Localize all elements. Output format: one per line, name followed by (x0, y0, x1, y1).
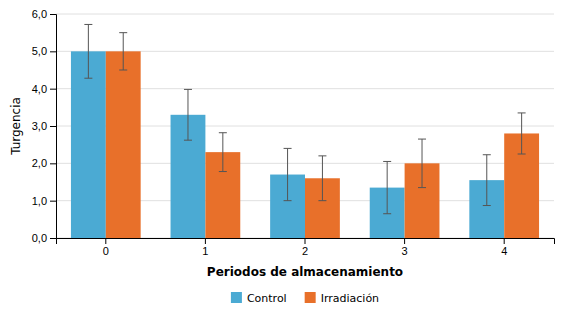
chart: 0 1 2 3 4 0,0 1,0 2,0 3,0 4,0 5,0 6,0 Turgencia Perio… (0, 0, 570, 310)
tick-mark (50, 51, 56, 52)
error-bar (284, 148, 292, 200)
legend-label: Irradiación (321, 292, 379, 305)
tick-label: 0 (103, 245, 109, 257)
tick: 6,0 (32, 8, 56, 20)
tick-label: 1,0 (32, 195, 47, 207)
tick: 3,0 (32, 120, 56, 132)
tick: 4,0 (32, 83, 56, 95)
tick-label: 1 (202, 245, 208, 257)
error-bar (219, 133, 227, 172)
legend-swatch (305, 292, 316, 303)
error-bar (184, 89, 192, 140)
tick-mark (50, 89, 56, 90)
tick-mark (105, 238, 106, 244)
tick-mark (50, 201, 56, 202)
tick: 1,0 (32, 195, 56, 207)
legend-item: Control (231, 292, 287, 305)
series (71, 24, 504, 238)
marks (71, 24, 539, 238)
axis-line (57, 239, 555, 245)
error-bar (383, 161, 391, 213)
error-bar (318, 156, 326, 201)
error-bar (483, 155, 491, 206)
y-axis: 0,0 1,0 2,0 3,0 4,0 5,0 6,0 (32, 8, 57, 244)
error-bar (119, 33, 127, 70)
tick-mark (504, 238, 505, 244)
tick: 2 (302, 238, 308, 257)
x-axis: 0 1 2 3 4 (57, 238, 555, 257)
error-bar (518, 113, 526, 154)
tick-mark (50, 238, 56, 239)
tick-label: 3 (402, 245, 408, 257)
plot: 0 1 2 3 4 0,0 1,0 2,0 3,0 4,0 5,0 6,0 (32, 8, 555, 257)
tick-mark (404, 238, 405, 244)
legend-swatch (231, 292, 242, 303)
tick: 0 (103, 238, 109, 257)
x-axis-title: Periodos de almacenamiento (207, 265, 403, 279)
tick-mark (50, 126, 56, 127)
bar (106, 51, 141, 238)
tick-label: 2,0 (32, 157, 47, 169)
error-bar (418, 139, 426, 188)
legend: Control Irradiación (231, 292, 379, 305)
legend-label: Control (247, 292, 287, 305)
tick-mark (50, 163, 56, 164)
tick: 3 (402, 238, 408, 257)
tick-label: 6,0 (32, 8, 47, 20)
tick-label: 4 (501, 245, 507, 257)
y-axis-title: Turgencia (9, 97, 23, 156)
grid (56, 14, 554, 238)
tick-label: 5,0 (32, 45, 47, 57)
tick-label: 3,0 (32, 120, 47, 132)
error-bar (84, 24, 92, 78)
tick-mark (50, 14, 56, 15)
tick: 1 (202, 238, 208, 257)
bar (71, 51, 106, 238)
grid-line (56, 14, 554, 15)
tick-mark (205, 238, 206, 244)
tick-label: 2 (302, 245, 308, 257)
axis-line (50, 15, 57, 239)
tick: 0,0 (32, 232, 56, 244)
tick: 5,0 (32, 45, 56, 57)
tick: 4 (501, 238, 507, 257)
tick-label: 0,0 (32, 232, 47, 244)
tick: 2,0 (32, 157, 56, 169)
tick-mark (305, 238, 306, 244)
series (106, 33, 539, 238)
tick-label: 4,0 (32, 83, 47, 95)
legend-item: Irradiación (305, 292, 379, 305)
